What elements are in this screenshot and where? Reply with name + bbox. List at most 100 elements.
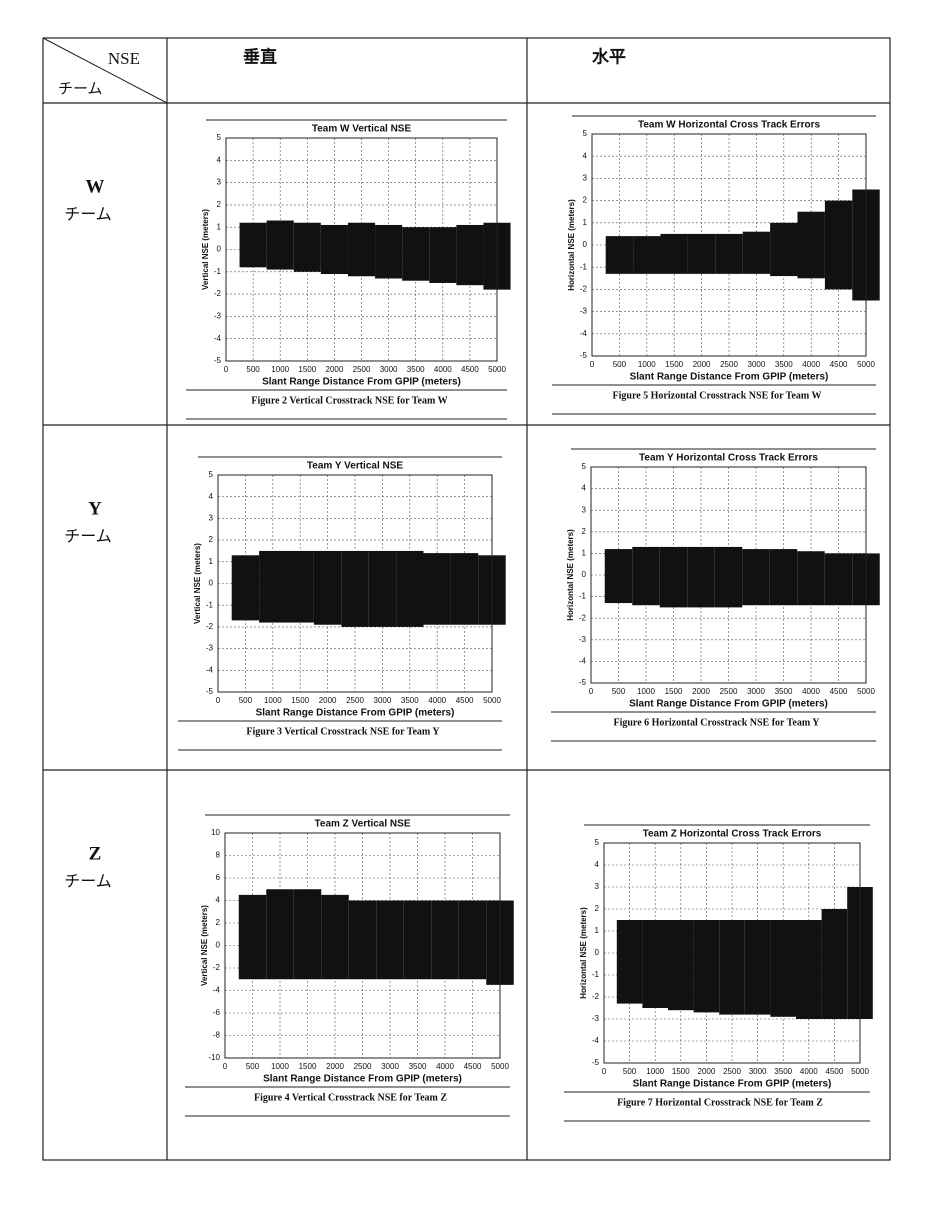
y-tick-label: 2	[216, 918, 221, 927]
y-tick-label: -4	[206, 665, 214, 674]
y-tick-label: -4	[214, 334, 222, 343]
figure-caption: Figure 3 Vertical Crosstrack NSE for Tea…	[246, 726, 440, 737]
data-band	[742, 549, 770, 606]
y-tick-label: 5	[217, 133, 222, 142]
y-tick-label: -6	[213, 1008, 221, 1017]
y-axis-label: Horizontal NSE (meters)	[567, 199, 576, 291]
data-band	[633, 236, 661, 274]
y-tick-label: -1	[580, 262, 588, 271]
data-band	[239, 222, 267, 268]
data-band	[744, 920, 771, 1015]
y-tick-label: 3	[582, 505, 587, 514]
y-tick-label: 3	[583, 174, 588, 183]
y-tick-label: 1	[209, 557, 214, 566]
data-band	[796, 920, 822, 1019]
y-tick-label: -1	[214, 267, 222, 276]
data-band	[604, 549, 633, 604]
y-axis-label: Horizontal NSE (meters)	[579, 907, 588, 999]
data-band	[313, 550, 342, 625]
x-tick-label: 500	[613, 360, 627, 369]
data-band	[231, 555, 260, 621]
x-tick-label: 1000	[271, 365, 289, 374]
data-band	[660, 233, 688, 274]
y-tick-label: -10	[208, 1053, 220, 1062]
x-tick-label: 500	[612, 687, 626, 696]
y-tick-label: 0	[216, 941, 221, 950]
y-tick-label: 2	[582, 527, 587, 536]
y-tick-label: 10	[211, 828, 220, 837]
y-tick-label: 4	[595, 860, 600, 869]
y-tick-label: -5	[214, 356, 222, 365]
y-tick-label: 2	[583, 196, 588, 205]
y-tick-label: 2	[217, 200, 222, 209]
data-band	[742, 231, 771, 274]
data-band	[632, 546, 660, 606]
x-tick-label: 4500	[830, 360, 848, 369]
y-tick-label: -4	[213, 986, 221, 995]
x-tick-label: 1500	[665, 687, 683, 696]
data-band	[320, 224, 348, 275]
y-tick-label: -3	[579, 635, 587, 644]
y-axis-label: Vertical NSE (meters)	[200, 905, 209, 986]
chart-title: Team Z Vertical NSE	[315, 819, 411, 830]
data-band	[341, 550, 369, 627]
x-tick-label: 4000	[428, 696, 446, 705]
chart-title: Team W Horizontal Cross Track Errors	[638, 120, 821, 131]
x-tick-label: 4000	[802, 687, 820, 696]
x-tick-label: 2000	[326, 1062, 344, 1071]
x-axis-label: Slant Range Distance From GPIP (meters)	[633, 1079, 832, 1090]
x-tick-label: 3000	[748, 360, 766, 369]
row-label: チーム	[64, 207, 112, 224]
x-tick-label: 4500	[826, 1067, 844, 1076]
x-tick-label: 2500	[720, 360, 738, 369]
row-team: W	[86, 176, 105, 197]
y-tick-label: 8	[216, 851, 221, 860]
y-axis-label: Vertical NSE (meters)	[201, 209, 210, 290]
x-tick-label: 0	[223, 1062, 228, 1071]
data-band	[238, 894, 267, 980]
plot-frame	[603, 842, 861, 1064]
x-tick-label: 2000	[698, 1067, 716, 1076]
data-band	[769, 549, 798, 606]
data-band	[423, 553, 451, 625]
data-band	[693, 920, 720, 1013]
x-tick-label: 3500	[775, 687, 793, 696]
x-tick-label: 1000	[638, 360, 656, 369]
data-band	[347, 222, 376, 277]
x-tick-label: 5000	[851, 1067, 869, 1076]
y-tick-label: -2	[592, 992, 600, 1001]
x-tick-label: 3500	[407, 365, 425, 374]
corner-bottom: チーム	[58, 81, 103, 97]
x-tick-label: 1000	[637, 687, 655, 696]
y-tick-label: 4	[209, 492, 214, 501]
y-tick-label: 6	[216, 873, 221, 882]
data-band	[293, 222, 321, 272]
x-axis-label: Slant Range Distance From GPIP (meters)	[263, 1074, 462, 1085]
x-tick-label: 0	[590, 360, 595, 369]
data-band	[714, 546, 743, 608]
y-tick-label: -5	[580, 351, 588, 360]
x-tick-label: 5000	[483, 696, 501, 705]
data-band	[456, 224, 484, 286]
y-tick-label: -4	[579, 657, 587, 666]
data-band	[770, 222, 798, 277]
x-tick-label: 2000	[326, 365, 344, 374]
y-tick-label: -5	[592, 1058, 600, 1067]
y-tick-label: 5	[582, 462, 587, 471]
data-band	[286, 550, 314, 623]
data-band	[824, 553, 853, 606]
figure-caption: Figure 6 Horizontal Crosstrack NSE for T…	[613, 717, 820, 728]
x-tick-label: 2500	[720, 687, 738, 696]
y-axis-label: Horizontal NSE (meters)	[566, 529, 575, 621]
row-label: チーム	[64, 529, 112, 546]
y-tick-label: -4	[580, 329, 588, 338]
data-band	[431, 900, 459, 980]
x-tick-label: 0	[589, 687, 594, 696]
x-tick-label: 3000	[374, 696, 392, 705]
x-tick-label: 3000	[381, 1062, 399, 1071]
x-tick-label: 1500	[299, 1062, 317, 1071]
data-band	[719, 920, 745, 1015]
x-tick-label: 4000	[434, 365, 452, 374]
data-band	[396, 550, 424, 627]
x-tick-label: 1500	[672, 1067, 690, 1076]
